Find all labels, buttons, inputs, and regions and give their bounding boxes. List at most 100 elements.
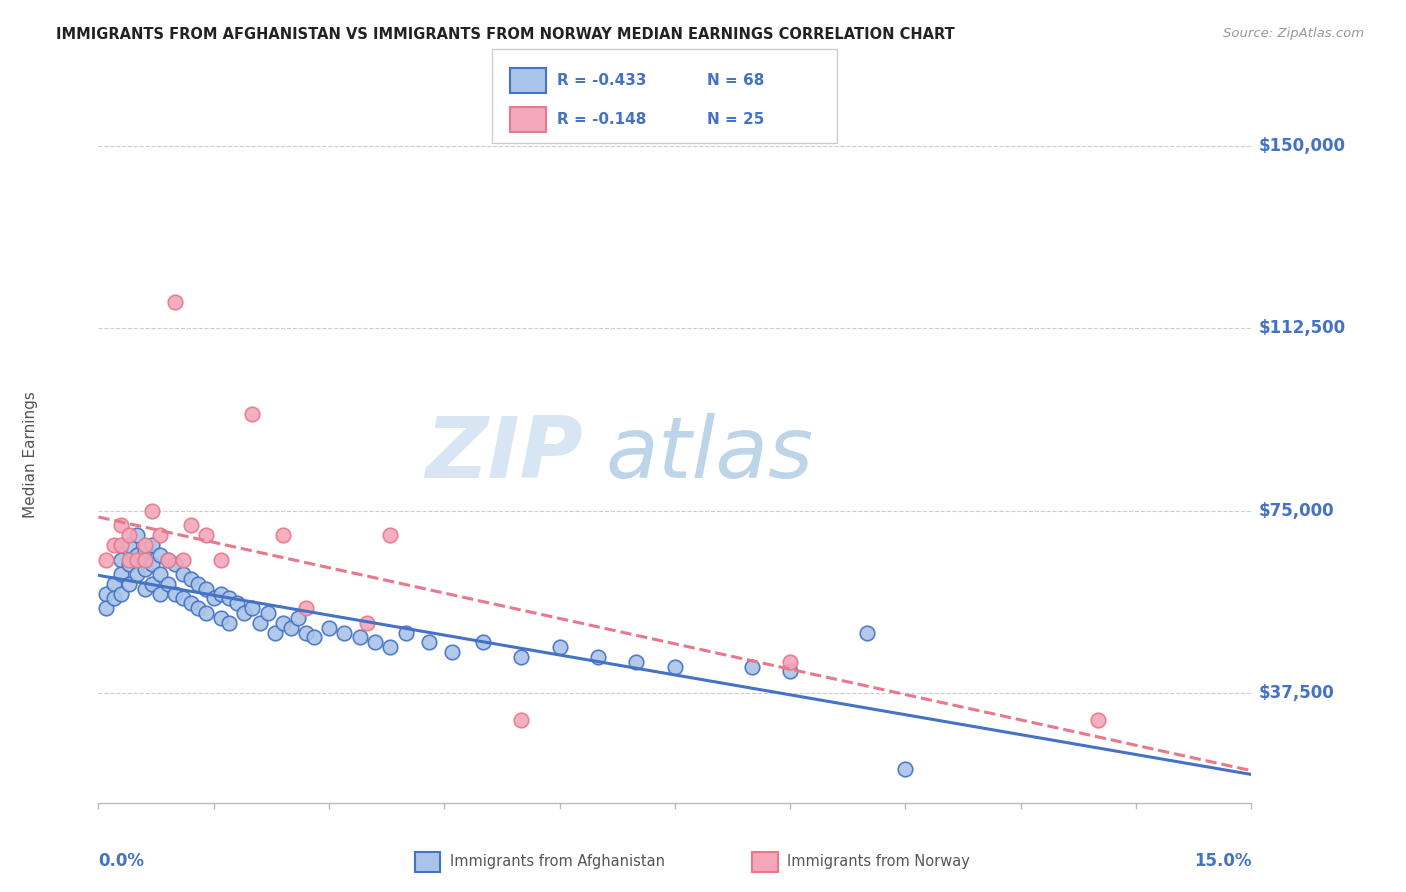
Point [134,538,156,552]
Text: 0.0%: 0.0% [98,852,145,870]
Point [149,548,172,562]
Point [134,552,156,566]
Point [249,615,271,630]
Point [271,528,294,542]
Point [94,586,117,600]
Point [471,635,494,649]
Point [779,655,801,669]
Text: N = 68: N = 68 [707,73,765,88]
Point [218,591,240,606]
Point [110,538,132,552]
Point [125,567,148,582]
Point [141,538,163,552]
Point [395,625,418,640]
Point [856,625,879,640]
Point [118,577,141,591]
Point [364,635,387,649]
Point [195,528,218,542]
Point [894,762,917,776]
Point [418,635,440,649]
Point [548,640,571,654]
Point [295,601,318,615]
Point [318,621,340,635]
Point [134,542,156,557]
Point [586,649,609,664]
Point [626,655,648,669]
Text: Source: ZipAtlas.com: Source: ZipAtlas.com [1223,27,1364,40]
Point [510,649,533,664]
Point [295,625,318,640]
Text: R = -0.148: R = -0.148 [557,112,647,128]
Text: atlas: atlas [606,413,814,497]
Point [118,538,141,552]
Text: Median Earnings: Median Earnings [24,392,38,518]
Point [149,567,172,582]
Point [103,538,125,552]
Point [125,528,148,542]
Point [94,552,117,566]
Point [125,552,148,566]
Point [779,665,801,679]
Point [187,577,209,591]
Point [271,615,294,630]
Point [156,577,179,591]
Point [94,601,117,615]
Point [125,548,148,562]
Point [172,567,194,582]
Point [302,631,325,645]
Point [349,631,371,645]
Point [134,582,156,596]
Point [165,558,187,572]
Point [264,625,287,640]
Point [180,572,202,586]
Text: $112,500: $112,500 [1258,319,1346,337]
Text: $75,000: $75,000 [1258,502,1334,520]
Point [149,528,172,542]
Point [180,596,202,610]
Point [165,586,187,600]
Point [356,615,378,630]
Point [333,625,356,640]
Point [156,552,179,566]
Point [218,615,240,630]
Point [380,640,402,654]
Text: R = -0.433: R = -0.433 [557,73,647,88]
Point [287,611,309,625]
Point [380,528,402,542]
Point [110,567,132,582]
Point [172,552,194,566]
Point [165,294,187,309]
Point [180,518,202,533]
Point [110,552,132,566]
Point [103,577,125,591]
Point [195,606,218,620]
Point [118,528,141,542]
Point [664,659,686,673]
Point [209,611,232,625]
Point [240,601,263,615]
Text: 15.0%: 15.0% [1194,852,1251,870]
Point [225,596,247,610]
Text: Immigrants from Afghanistan: Immigrants from Afghanistan [450,855,665,870]
Point [440,645,463,659]
Point [110,586,132,600]
Point [233,606,256,620]
Text: $37,500: $37,500 [1258,684,1334,702]
Point [156,552,179,566]
Text: N = 25: N = 25 [707,112,765,128]
Point [134,562,156,576]
Point [118,558,141,572]
Point [741,659,763,673]
Point [256,606,278,620]
Text: $150,000: $150,000 [1258,137,1346,155]
Text: Immigrants from Norway: Immigrants from Norway [787,855,970,870]
Point [172,591,194,606]
Point [141,577,163,591]
Point [195,582,218,596]
Text: IMMIGRANTS FROM AFGHANISTAN VS IMMIGRANTS FROM NORWAY MEDIAN EARNINGS CORRELATIO: IMMIGRANTS FROM AFGHANISTAN VS IMMIGRANT… [56,27,955,42]
Point [209,552,232,566]
Point [209,586,232,600]
Point [141,504,163,518]
Point [103,591,125,606]
Point [280,621,302,635]
